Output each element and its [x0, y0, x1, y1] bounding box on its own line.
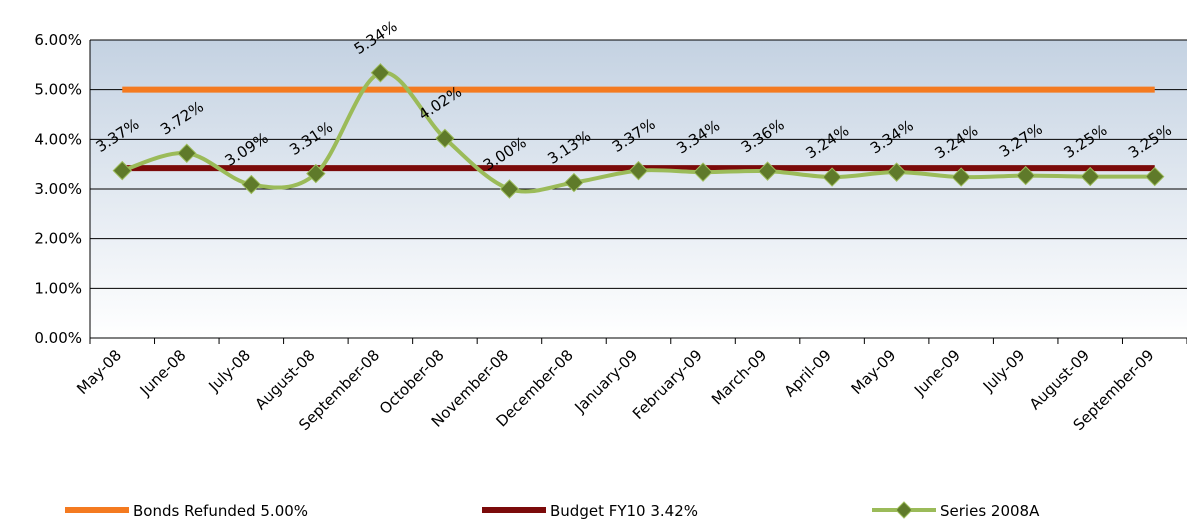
x-tick-label: May-09 — [848, 346, 900, 398]
marker — [241, 174, 262, 195]
marker — [435, 128, 455, 149]
marker — [757, 161, 778, 181]
legend-label: Series 2008A — [940, 502, 1040, 520]
x-tick-label: June-09 — [910, 346, 964, 400]
marker — [693, 162, 713, 182]
marker — [499, 179, 520, 199]
y-tick-label: 3.00% — [34, 180, 82, 198]
x-tick-label: July-09 — [979, 346, 1029, 396]
marker — [177, 143, 197, 163]
x-tick-label: February-09 — [629, 346, 706, 423]
legend-label: Bonds Refunded 5.00% — [133, 502, 308, 520]
y-tick-label: 4.00% — [34, 130, 82, 148]
x-tick-label: August-09 — [1026, 346, 1093, 413]
y-tick-label: 2.00% — [34, 230, 82, 248]
marker — [306, 163, 326, 184]
marker — [564, 172, 584, 193]
marker — [628, 160, 649, 181]
x-tick-label: January-09 — [571, 346, 642, 417]
marker — [886, 162, 907, 182]
marker — [112, 160, 132, 181]
legend-marker — [895, 501, 913, 519]
marker — [1080, 166, 1100, 187]
y-tick-label: 1.00% — [34, 279, 82, 297]
x-tick-label: June-08 — [136, 346, 190, 400]
x-tick-label: May-08 — [73, 346, 125, 398]
x-tick-label: August-08 — [252, 346, 319, 413]
marker — [1015, 165, 1036, 186]
y-tick-label: 0.00% — [34, 329, 82, 347]
x-tick-label: July-08 — [204, 346, 254, 396]
x-tick-label: April-09 — [781, 346, 835, 400]
marker — [370, 63, 391, 83]
marker — [951, 167, 971, 187]
marker — [822, 167, 842, 187]
y-tick-label: 5.00% — [34, 81, 82, 99]
x-tick-label: March-09 — [708, 346, 770, 408]
marker — [1145, 166, 1165, 187]
series-line — [121, 70, 1155, 194]
legend-label: Budget FY10 3.42% — [550, 502, 698, 520]
x-tick-label: October-08 — [376, 346, 448, 418]
y-tick-label: 6.00% — [34, 31, 82, 49]
